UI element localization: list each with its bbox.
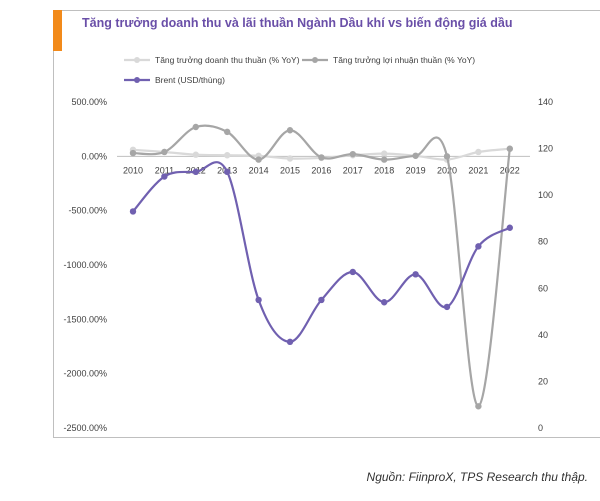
data-point: [475, 148, 482, 156]
series-3: [129, 161, 513, 346]
data-point: [381, 156, 388, 163]
right-axis-tick-label: 120: [538, 144, 553, 154]
data-point: [161, 173, 168, 180]
title-accent-bar: [53, 10, 62, 51]
x-axis-tick-label: 2016: [311, 165, 331, 175]
right-axis-tick-label: 20: [538, 376, 548, 386]
data-point: [286, 127, 294, 134]
data-point: [255, 296, 262, 304]
data-point: [192, 151, 199, 158]
legend-label: Brent (USD/thùng): [155, 75, 225, 85]
legend: Tăng trưởng doanh thu thuần (% YoY) Tăng …: [124, 55, 475, 85]
legend-label: Tăng trưởng doanh thu thuần (% YoY): [155, 55, 300, 65]
legend-swatch-marker: [134, 77, 140, 83]
left-axis-tick-label: -2500.00%: [63, 423, 107, 433]
right-axis-tick-label: 140: [538, 97, 553, 107]
series-2: [129, 123, 513, 410]
data-point: [506, 224, 513, 231]
data-point: [224, 128, 231, 136]
data-point: [381, 299, 388, 306]
legend-label: Tăng trưởng lợi nhuận thuần (% YoY): [333, 55, 475, 65]
legend-swatch-marker: [134, 57, 140, 63]
data-point: [443, 303, 451, 311]
data-point: [506, 145, 513, 152]
x-axis-tick-label: 2015: [280, 165, 300, 175]
data-point: [192, 123, 199, 131]
data-point: [255, 156, 262, 163]
legend-swatch-marker: [312, 57, 318, 63]
data-point: [318, 154, 325, 161]
right-axis-tick-label: 60: [538, 283, 548, 293]
left-axis-tick-label: -1000.00%: [63, 260, 107, 270]
data-point: [286, 338, 294, 346]
data-point: [192, 168, 199, 176]
left-axis-tick-label: -500.00%: [68, 206, 107, 216]
x-axis-tick-label: 2022: [500, 165, 520, 175]
x-axis-tick-label: 2020: [437, 165, 457, 175]
series-line: [132, 161, 511, 343]
left-y-axis: 500.00% 0.00% -500.00% -1000.00% -1500.00% -2…: [63, 97, 107, 433]
left-axis-tick-label: -1500.00%: [63, 314, 107, 324]
x-axis-tick-label: 2017: [343, 165, 363, 175]
data-point: [318, 296, 325, 304]
right-axis-tick-label: 40: [538, 330, 548, 340]
source-note: Nguồn: FiinproX, TPS Research thu thập.: [366, 470, 588, 484]
left-axis-tick-label: -2000.00%: [63, 369, 107, 379]
right-axis-tick-label: 100: [538, 190, 553, 200]
data-point: [475, 403, 482, 410]
data-point: [475, 243, 482, 250]
x-axis-tick-label: 2021: [468, 165, 488, 175]
right-axis-tick-label: 0: [538, 423, 543, 433]
right-y-axis: 140 120 100 80 60 40 20 0: [538, 97, 553, 433]
x-axis-tick-label: 2011: [155, 165, 174, 175]
data-point: [286, 155, 294, 162]
data-point: [381, 150, 388, 157]
chart-frame: [53, 10, 600, 438]
legend-item: Tăng trưởng lợi nhuận thuần (% YoY): [302, 55, 475, 65]
data-point: [349, 268, 356, 276]
left-axis-tick-label: 0.00%: [81, 151, 107, 161]
data-point: [129, 208, 137, 215]
data-point: [412, 152, 419, 159]
x-axis-tick-label: 2014: [249, 165, 269, 175]
data-point: [129, 149, 137, 157]
chart-title: Tăng trưởng doanh thu và lãi thuần Ngành…: [82, 16, 513, 30]
x-axis-tick-label: 2018: [374, 165, 394, 175]
x-axis-tick-label: 2019: [406, 165, 426, 175]
data-point: [161, 148, 168, 156]
right-axis-tick-label: 80: [538, 237, 548, 247]
data-point: [349, 150, 356, 158]
data-point: [412, 271, 419, 278]
data-point: [224, 152, 231, 159]
series-layer: [129, 123, 513, 410]
x-axis-tick-label: 2010: [123, 165, 143, 175]
data-point: [224, 168, 231, 176]
data-point: [443, 153, 451, 160]
left-axis-tick-label: 500.00%: [71, 97, 107, 107]
legend-item: Brent (USD/thùng): [124, 75, 225, 85]
legend-item: Tăng trưởng doanh thu thuần (% YoY): [124, 55, 300, 65]
